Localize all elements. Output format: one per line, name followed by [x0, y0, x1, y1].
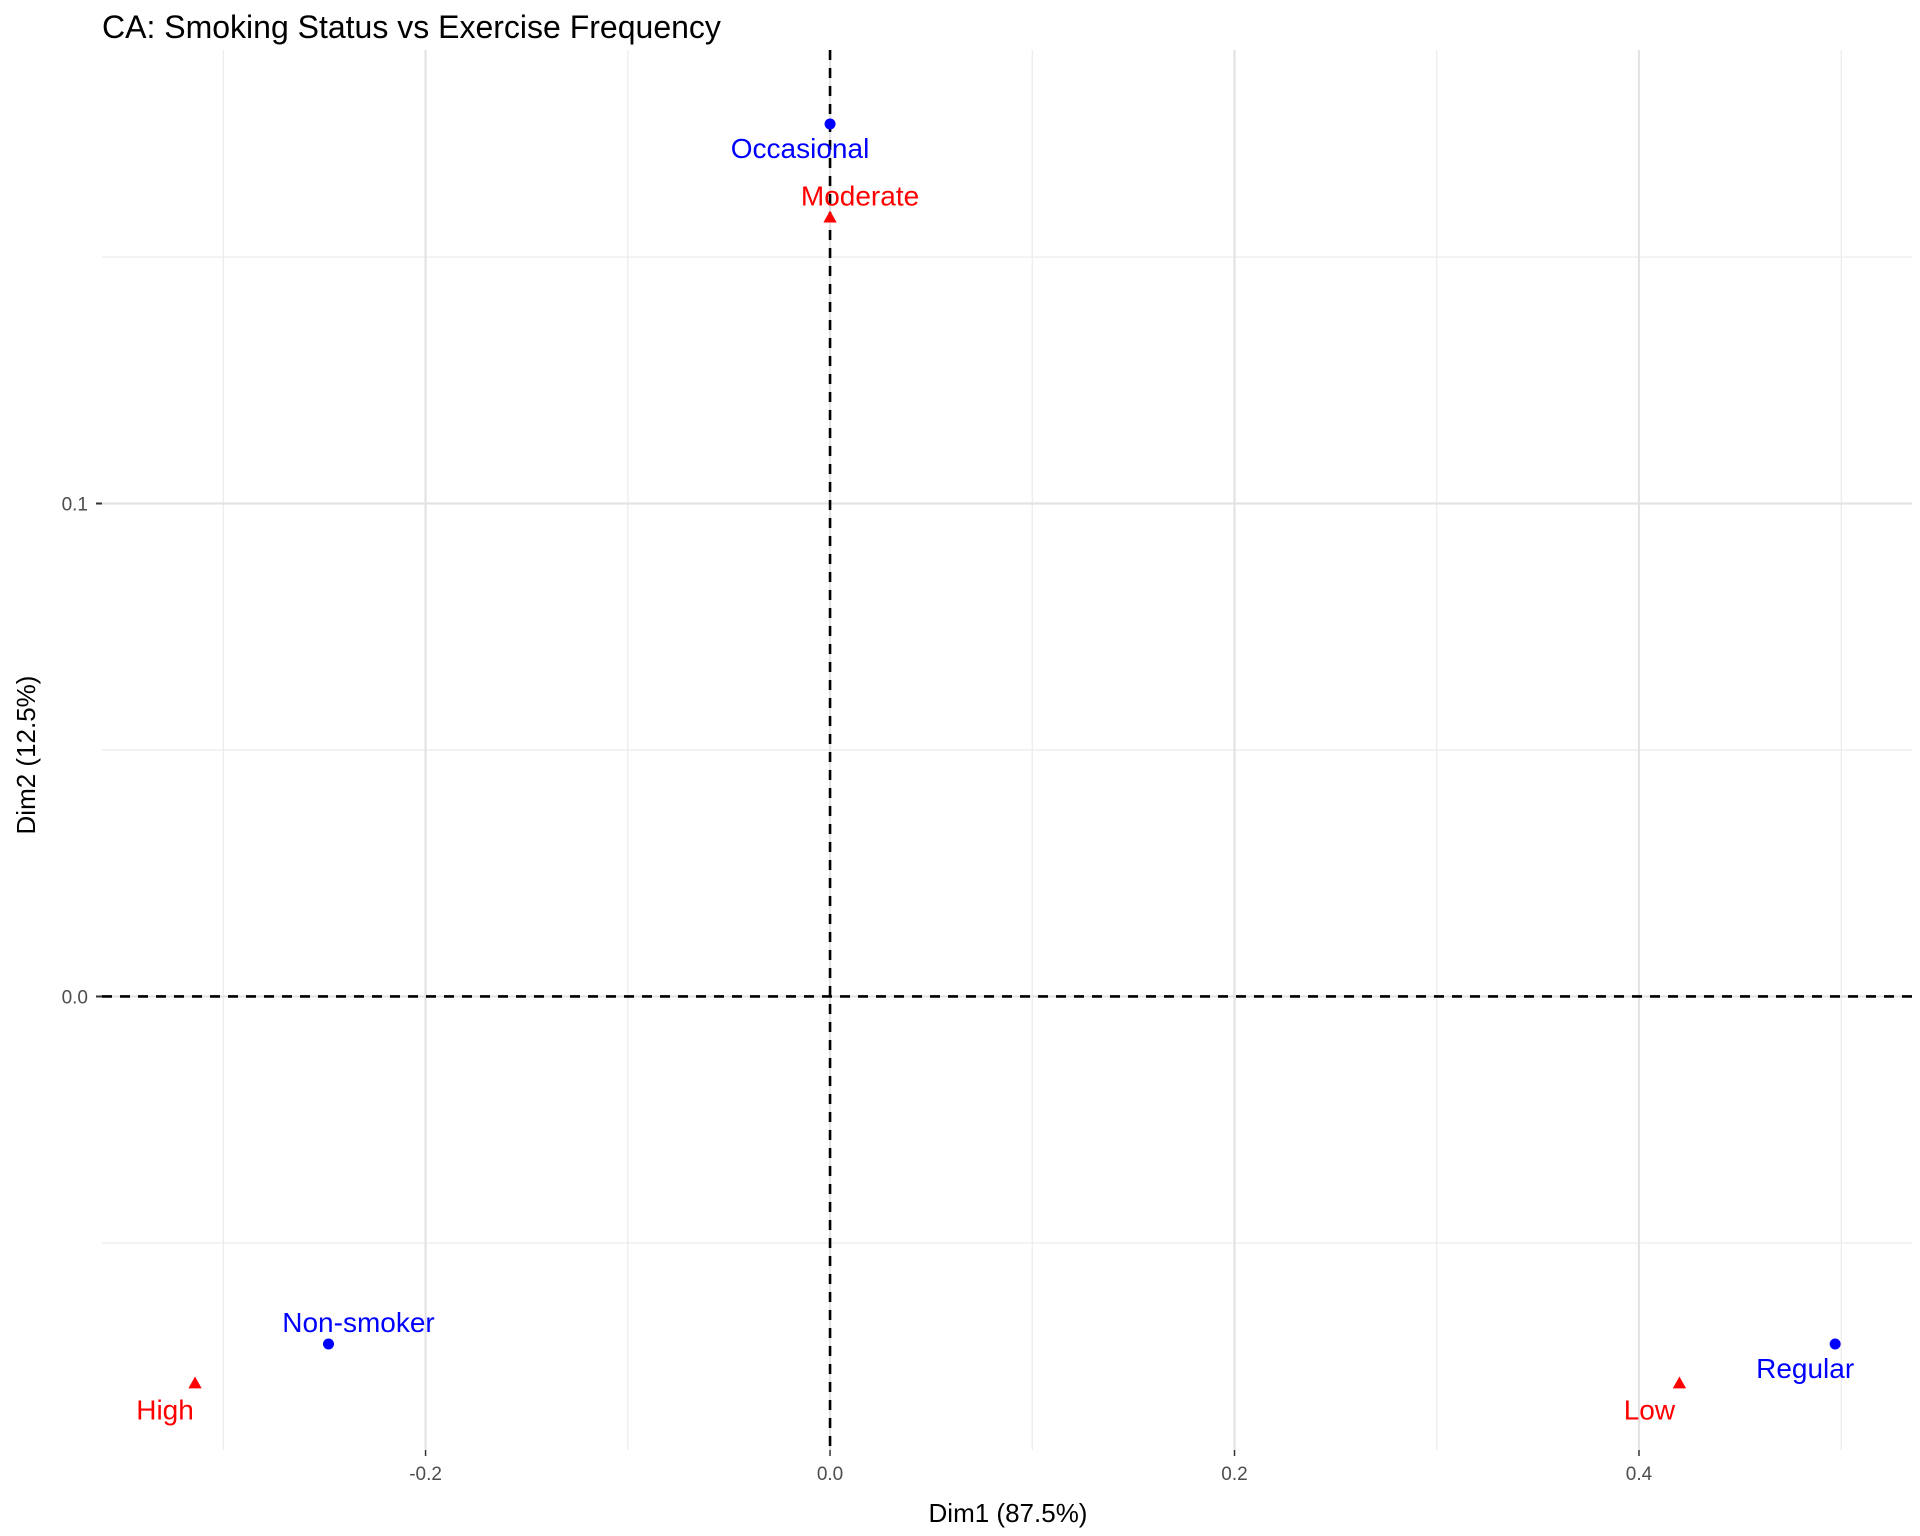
point-regular: [1829, 1338, 1841, 1350]
y-tick-label: 0.1: [62, 495, 88, 516]
point-high: [188, 1376, 202, 1389]
x-tick-label: 0.0: [817, 1464, 843, 1485]
label-high: High: [136, 1394, 194, 1425]
point-moderate: [823, 210, 837, 223]
x-axis-title: Dim1 (87.5%): [929, 1498, 1088, 1528]
point-low: [1672, 1376, 1687, 1389]
y-axis-title: Dim2 (12.5%): [11, 676, 41, 835]
data-marks: [188, 118, 1841, 1389]
axes: -0.2 0.0 0.2 0.4 0.0 0.1: [62, 495, 1653, 1485]
reference-lines: [102, 50, 1912, 1450]
point-occasional: [824, 118, 836, 130]
point-non-smoker: [323, 1338, 335, 1350]
x-tick-label: 0.2: [1221, 1464, 1247, 1485]
label-non-smoker: Non-smoker: [282, 1307, 434, 1338]
label-moderate: Moderate: [801, 181, 919, 212]
label-regular: Regular: [1756, 1353, 1854, 1384]
label-occasional: Occasional: [731, 133, 870, 164]
grid-layer: [102, 50, 1912, 1450]
x-tick-label: -0.2: [409, 1464, 442, 1485]
y-tick-label: 0.0: [62, 987, 88, 1008]
x-tick-label: 0.4: [1626, 1464, 1653, 1485]
chart-title: CA: Smoking Status vs Exercise Frequency: [102, 9, 721, 45]
label-low: Low: [1624, 1394, 1676, 1425]
point-labels: Occasional Non-smoker Regular Moderate High L…: [136, 133, 1854, 1426]
